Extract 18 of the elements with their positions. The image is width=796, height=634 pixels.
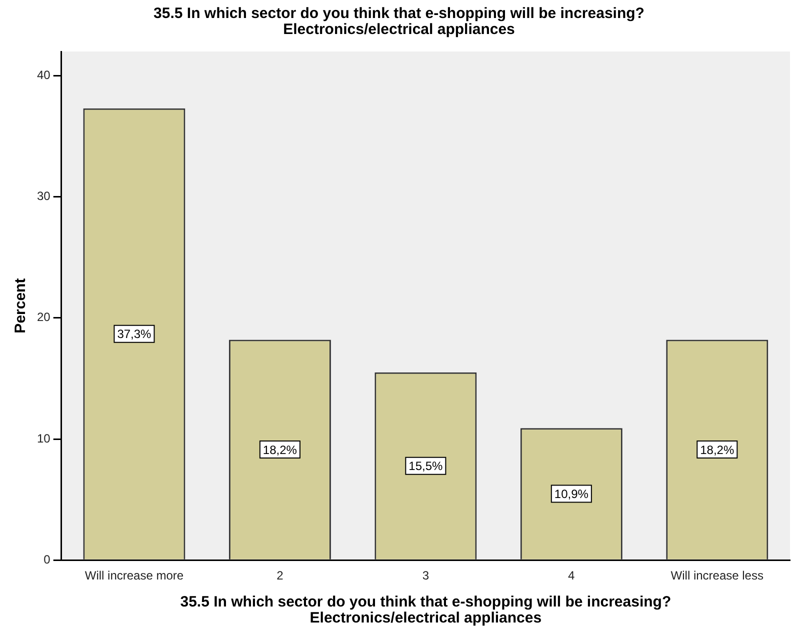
data-label: 18,2% [262,442,298,457]
data-label: 15,5% [408,459,444,474]
x-tick-label: 4 [568,568,576,583]
chart-title: 35.5 In which sector do you think that e-shopping will be increasing? Electronics/electrical appliances [154,5,644,38]
x-tick-label: Will increase more [84,568,184,583]
data-label: 10,9% [554,487,589,502]
data-label: 18,2% [700,442,734,457]
y-tick-label: 40 [36,68,51,82]
y-tick-label: 0 [44,552,51,566]
x-tick-label: 3 [422,568,430,583]
y-axis-title: Percent [12,278,30,334]
y-tick-label: 20 [36,310,51,324]
data-label: 37,3% [117,327,152,342]
y-tick-label: 10 [36,431,51,446]
x-axis-title: 35.5 In which sector do you think that e-shopping will be increasing? Electronics/electrical appliances [180,594,672,626]
y-tick-label: 30 [36,189,51,204]
x-tick-label: 2 [276,568,284,583]
x-tick-label: Will increase less [670,568,764,583]
